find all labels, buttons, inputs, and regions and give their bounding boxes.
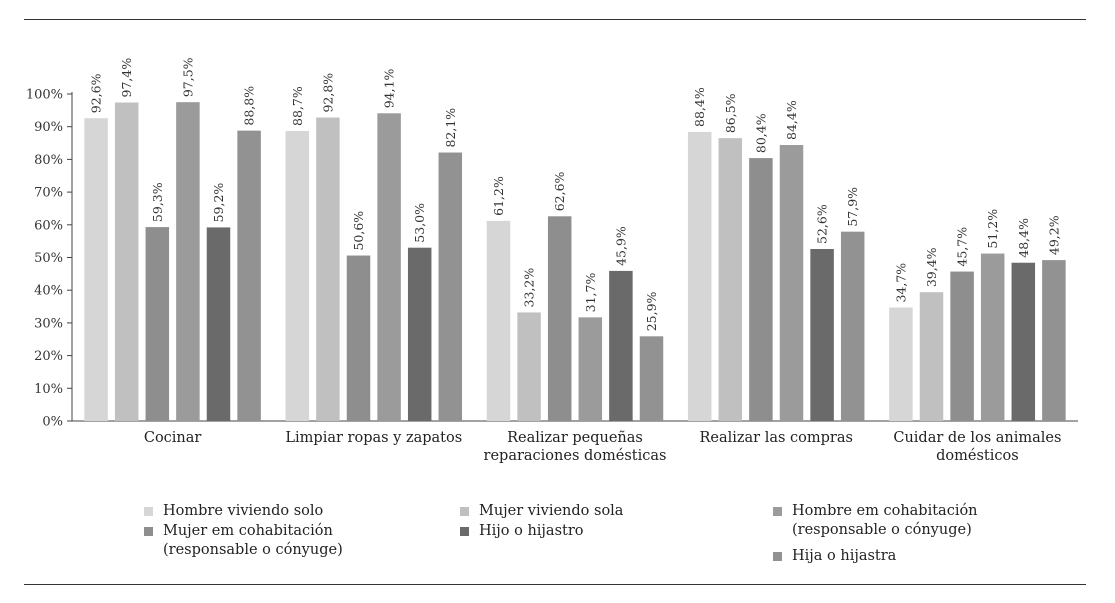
data-label: 59,3%: [150, 182, 165, 222]
y-tick-label: 50%: [34, 251, 63, 266]
data-label: 50,6%: [351, 211, 366, 251]
y-tick-label: 10%: [34, 382, 63, 397]
data-label: 84,4%: [784, 100, 799, 140]
data-label: 31,7%: [583, 273, 598, 313]
y-tick-label: 40%: [34, 284, 63, 299]
bar: [237, 130, 261, 421]
bar: [346, 255, 371, 421]
bar: [517, 312, 541, 421]
bar: [639, 336, 664, 421]
bar: [840, 231, 865, 421]
data-label: 59,2%: [211, 183, 226, 223]
data-label: 62,6%: [552, 171, 567, 211]
data-label: 52,6%: [815, 204, 830, 244]
bottom-rule: [24, 584, 1086, 585]
bar: [749, 158, 773, 422]
bar: [718, 138, 743, 421]
bar-chart: 0% 10% 20% 30% 40% 50% 60% 70% 80% 90% 100% 92,6% 97…: [26, 57, 1078, 464]
bar: [285, 130, 310, 422]
y-tick-label: 20%: [34, 349, 63, 364]
bar: [950, 271, 974, 421]
data-label: 97,5%: [180, 57, 195, 97]
bar: [316, 117, 340, 421]
bar: [438, 152, 463, 421]
legend-swatch: [773, 552, 782, 561]
data-label: 39,4%: [924, 247, 939, 287]
y-tick-label: 30%: [34, 316, 63, 331]
bar: [980, 253, 1005, 421]
data-label: 88,8%: [242, 86, 257, 126]
bar: [486, 220, 511, 421]
legend-swatch: [460, 507, 469, 516]
bar: [114, 102, 139, 421]
y-tick-label: 80%: [34, 153, 63, 168]
data-label: 97,4%: [119, 58, 134, 98]
top-rule: [24, 19, 1086, 20]
bar: [1042, 260, 1066, 421]
category-label: Realizar pequeñas reparaciones domésticas: [484, 430, 667, 464]
data-label: 92,6%: [89, 73, 104, 113]
data-label: 86,5%: [723, 93, 738, 133]
legend-swatch: [144, 507, 153, 516]
bar: [578, 317, 603, 421]
data-label: 34,7%: [893, 263, 908, 303]
legend-label: Hombre viviendo solo: [163, 503, 324, 519]
y-tick-label: 100%: [26, 88, 63, 103]
legend-label: Hombre em cohabitación (responsable o có…: [792, 503, 978, 538]
bar: [145, 227, 170, 421]
bar: [206, 227, 231, 421]
bar: [377, 113, 401, 421]
legend-label: Hijo o hijastro: [479, 523, 584, 539]
data-label: 33,2%: [522, 268, 537, 308]
legend-label: Mujer viviendo sola: [479, 503, 624, 519]
data-label: 61,2%: [491, 176, 506, 216]
data-label: 49,2%: [1046, 215, 1061, 255]
y-tick-label: 0%: [42, 415, 63, 430]
data-label: 45,9%: [613, 226, 628, 266]
bar: [547, 216, 572, 421]
bar: [1011, 262, 1036, 421]
legend-label: Hija o hijastra: [792, 548, 897, 564]
data-label: 80,4%: [753, 113, 768, 153]
category-label: Cuidar de los animales domésticos: [893, 430, 1061, 464]
y-tick-label: 70%: [34, 186, 63, 201]
data-label: 51,2%: [985, 209, 1000, 249]
y-tick-label: 90%: [34, 120, 63, 135]
bar: [176, 102, 200, 422]
legend-label: Mujer em cohabitación (responsable o cón…: [163, 523, 343, 558]
data-label: 94,1%: [382, 68, 397, 108]
data-label: 48,4%: [1016, 218, 1031, 258]
data-label: 88,7%: [290, 86, 305, 126]
y-tick-label: 60%: [34, 218, 63, 233]
data-label: 53,0%: [412, 203, 427, 243]
bar: [609, 270, 633, 421]
bar: [84, 118, 108, 421]
data-label: 88,4%: [692, 87, 707, 127]
bar: [810, 248, 834, 421]
category-label: Realizar las compras: [699, 430, 852, 446]
bar: [687, 131, 712, 421]
data-label: 25,9%: [644, 291, 659, 331]
category-label: Limpiar ropas y zapatos: [285, 430, 462, 446]
data-label: 82,1%: [443, 108, 458, 148]
bar: [889, 307, 913, 421]
data-label: 92,8%: [320, 73, 335, 113]
category-label: Cocinar: [144, 430, 202, 446]
data-label: 57,9%: [845, 187, 860, 227]
bar: [779, 145, 804, 421]
bar: [407, 247, 432, 421]
legend-swatch: [144, 527, 153, 536]
legend-swatch: [460, 527, 469, 536]
bar: [919, 292, 944, 421]
legend-swatch: [773, 507, 782, 516]
data-label: 45,7%: [955, 227, 970, 267]
